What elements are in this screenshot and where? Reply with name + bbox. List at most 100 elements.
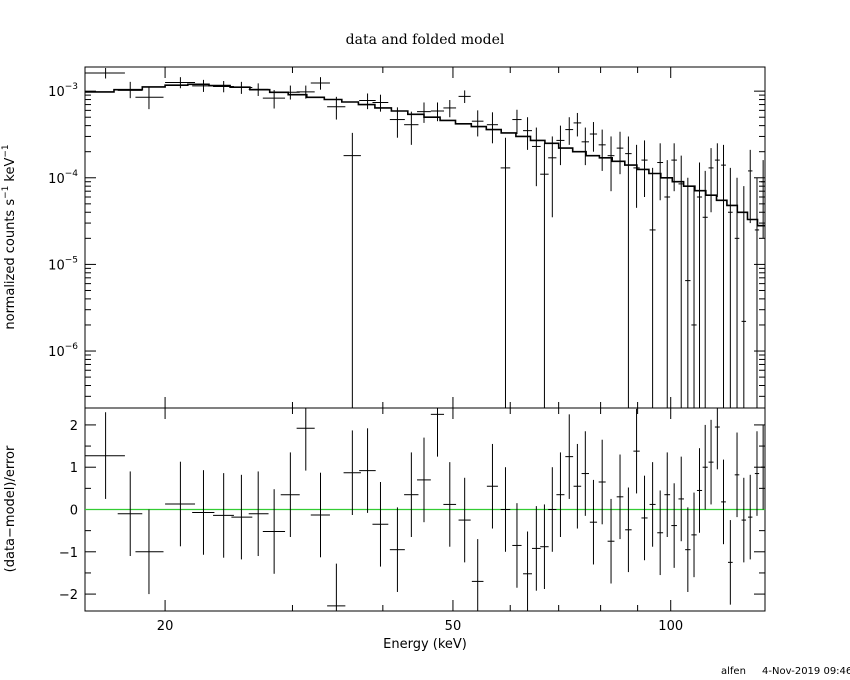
y-tick-label: 2 [70,419,78,434]
residual-y-ticks: 2 1 0 −1 −2 [59,419,765,603]
spectrum-data-point [649,167,656,408]
spectrum-data-point [678,155,684,408]
y-tick-label: 10−6 [48,342,78,360]
spectrum-data-point [135,86,164,110]
spectrum-data-point [589,122,598,152]
y-tick-label: −1 [59,546,78,561]
residual-data-point [296,408,315,471]
spectrum-data-point [389,107,405,138]
model-step-path [85,83,765,227]
residual-data-point [702,424,708,510]
residual-data-point [486,443,498,529]
y-tick-label: 10−4 [48,169,78,187]
x-tick-label: 20 [157,619,174,634]
spectrum-data-point [248,83,269,96]
spectrum-data-point [262,90,286,109]
spectrum-data-point [192,79,215,92]
spectrum-data-point [761,160,765,239]
residual-data-point [458,477,471,563]
y-label-unit: keV [3,158,18,182]
residual-x-ticks: 20 50 100 [157,408,683,634]
spectrum-data-point [664,160,671,408]
y-tick-base: 10 [48,345,65,360]
y-tick-label: 10−5 [48,255,78,273]
residual-data-point [565,414,574,499]
spectrum-data-point [556,125,565,166]
spectrum-data-point [523,117,532,150]
spectrum-data-point [708,148,714,213]
residual-data-point [761,424,765,510]
residual-data-point [616,454,624,540]
spectrum-data-point [565,117,574,145]
y-tick-base: 10 [48,85,65,100]
x-tick-label: 50 [445,619,462,634]
spectrum-data-point [671,143,677,192]
residual-data-point [540,504,549,590]
spectrum-data-point [702,170,708,408]
residual-data-point [471,539,484,611]
residual-data-point [708,419,714,505]
spectrum-data-point [372,94,389,112]
spectrum-panel-frame [84,66,766,409]
residual-data-point [531,506,541,591]
residual-data-point [748,474,753,560]
spectrum-data-point [734,177,740,408]
residual-data-point [327,563,346,611]
residual-y-axis-label: (data−model)/error [3,445,18,572]
residual-data-point [649,462,656,547]
y-tick-label: −2 [59,588,78,603]
y-label-exp-1: −1 [1,186,11,199]
residual-data-point [548,467,557,552]
residual-data-point [359,428,376,513]
residual-data-point [633,408,640,494]
spectrum-data-point [754,177,760,408]
x-tick-label: 100 [658,619,683,634]
residual-data-point [443,462,457,547]
residual-data-point [691,492,697,578]
y-tick-label: 10−3 [48,82,78,100]
spectrum-data-point [486,112,498,144]
y-label-main: normalized counts s [3,199,18,330]
residual-data-point [135,509,164,595]
spectrum-data-point [404,111,419,145]
spectrum-data-point [310,77,330,90]
residual-data-point [343,430,361,515]
y-tick-exponent: −4 [65,169,79,179]
y-tick-label: 0 [70,504,78,519]
residual-data-point [696,448,703,533]
spectrum-data-point [296,85,315,99]
spectrum-data-point [458,90,471,103]
y-tick-base: 10 [48,172,65,187]
spectrum-data-point [607,136,615,192]
residual-data-point [404,452,419,537]
spectrum-data-point [741,186,747,408]
residual-data-point [213,473,234,558]
spectrum-y-axis-label: normalized counts s−1keV−1 [1,144,18,329]
spectrum-data-point [327,96,346,120]
residual-data-point [754,431,760,516]
x-axis-label: Energy (keV) [383,637,467,652]
residual-data-point [598,439,606,525]
spectrum-data-point [641,140,648,197]
y-tick-exponent: −5 [65,255,78,265]
spectrum-data-point [430,102,445,122]
residual-data-point [556,452,565,537]
footer-timestamp: 4-Nov-2019 09:46 [762,666,850,677]
residual-data-point [85,412,125,499]
y-tick-exponent: −3 [65,82,78,92]
residual-data-point [372,482,389,567]
spectrum-data-point [471,110,484,137]
spectrum-data-point [657,143,664,201]
residual-data-point [657,490,664,576]
residual-data-point [192,470,215,555]
spectrum-data-point [512,109,522,135]
spectrum-data-point [417,102,431,123]
residual-data-point [280,452,300,537]
residual-data-point [262,489,286,574]
residual-data-point [417,437,431,523]
spectrum-data-point [696,162,703,408]
residual-data-point [117,471,143,557]
spectrum-data-point [231,81,253,94]
residual-data-point [389,507,405,592]
